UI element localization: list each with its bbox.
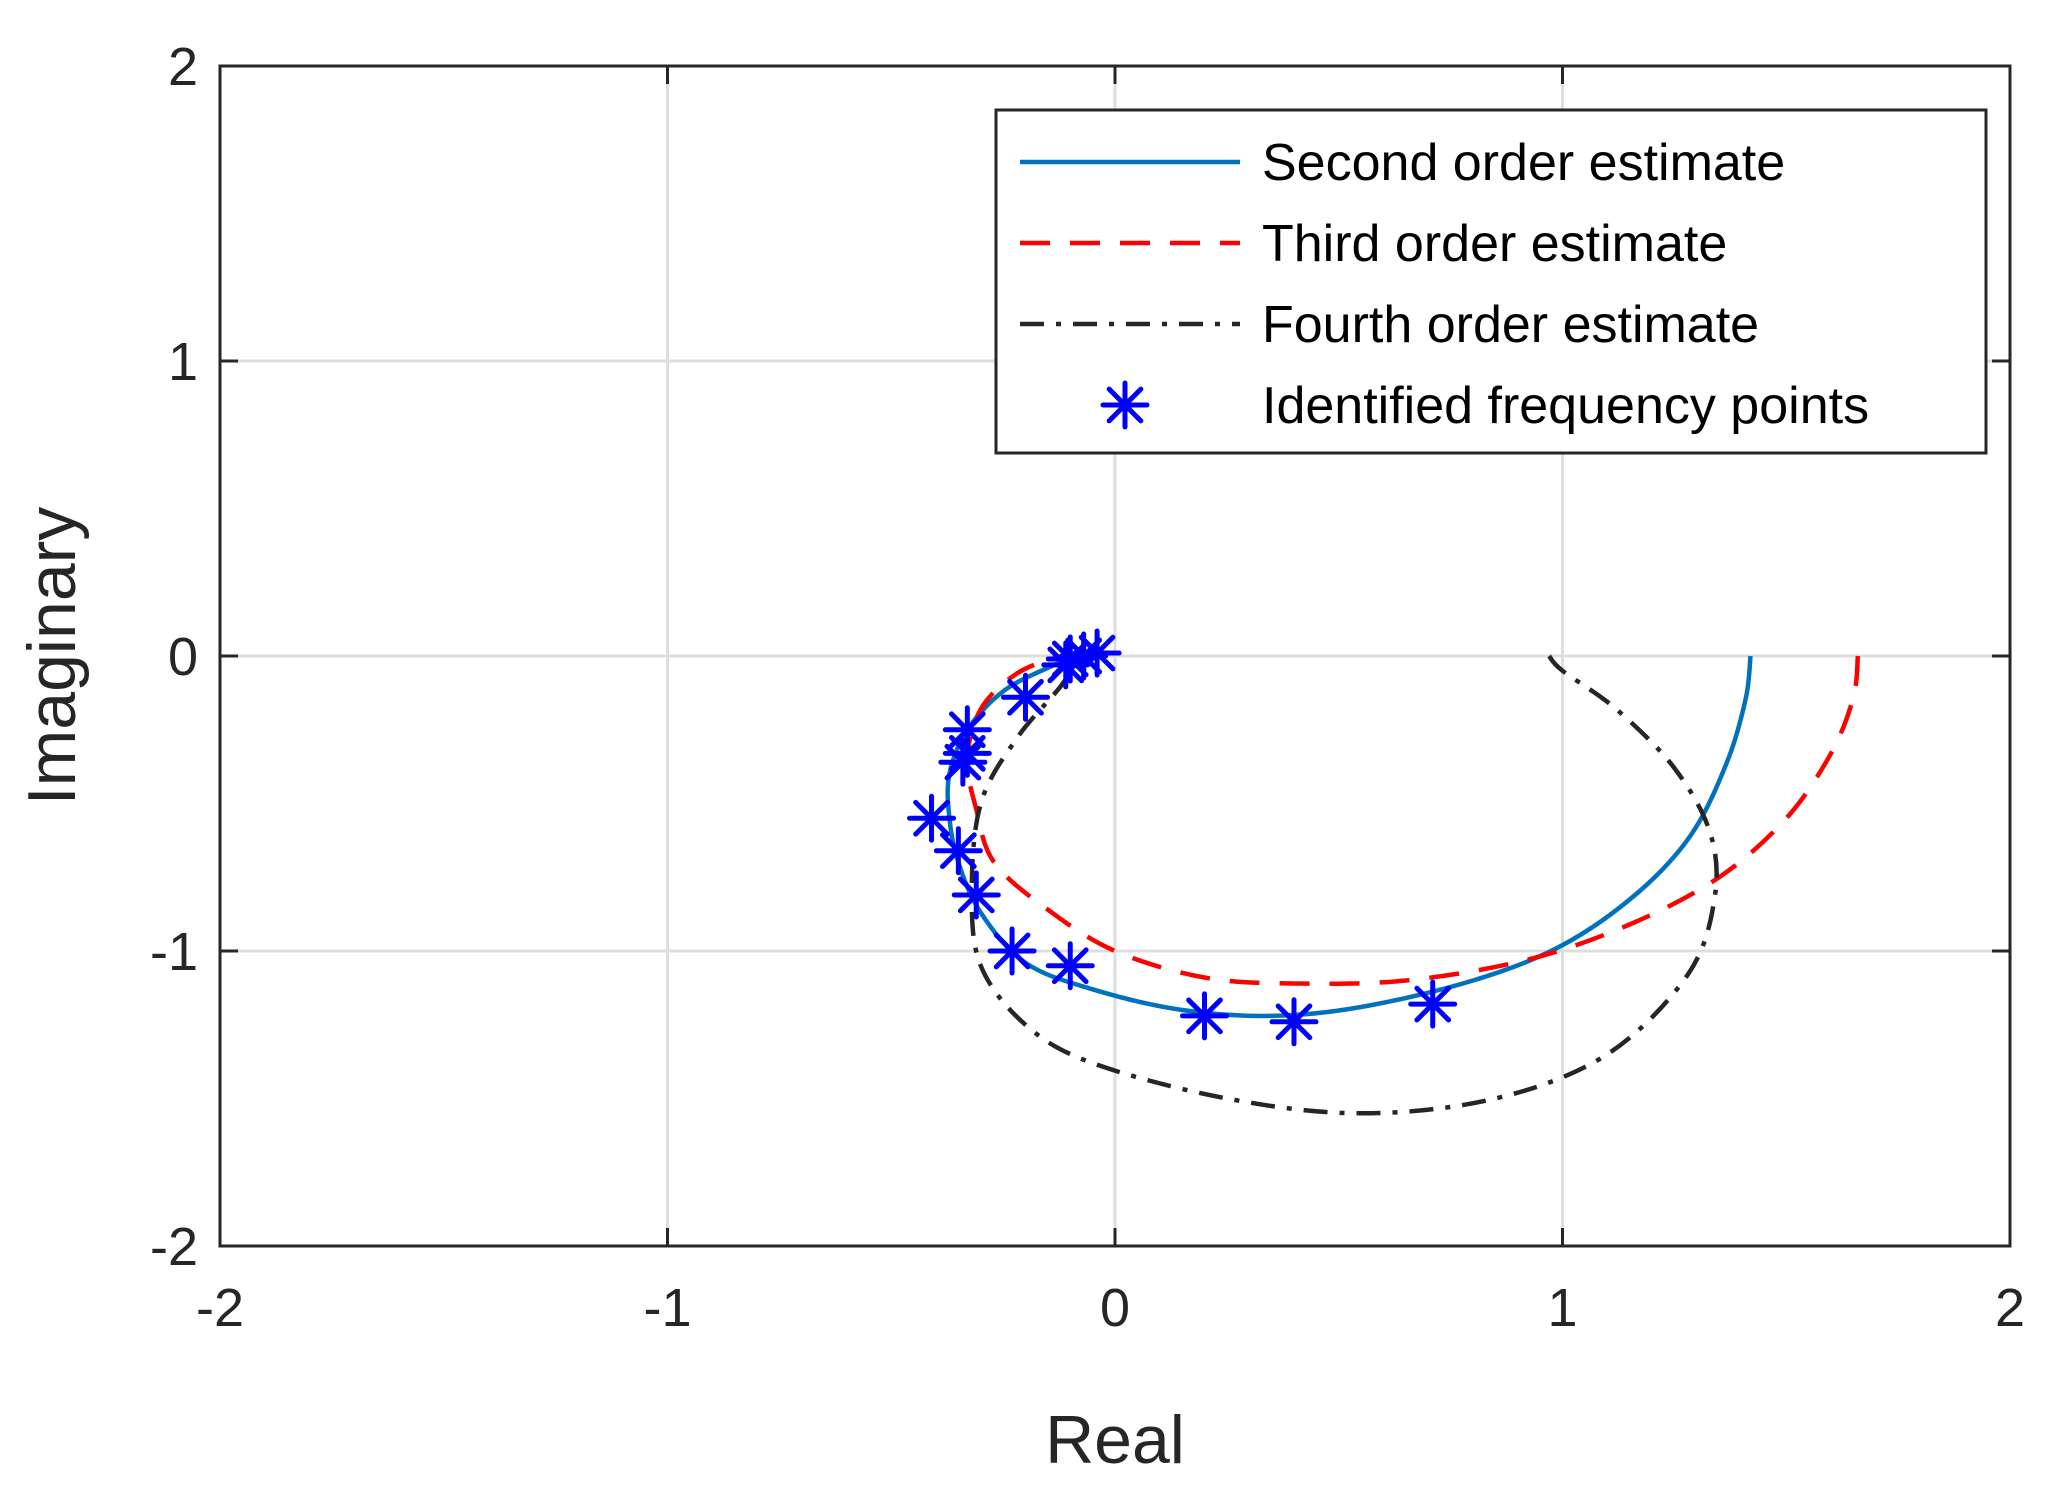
legend-marker-frequency-points: [1100, 380, 1150, 430]
fourth-order-estimate-line: [969, 654, 1719, 1116]
legend: Second order estimate Third order estimat…: [994, 108, 1988, 455]
x-tick-label: 1: [1547, 1278, 1577, 1338]
x-tick-label: 2: [1995, 1278, 2025, 1338]
frequency-point-marker: [1269, 997, 1319, 1047]
y-tick-label: -2: [150, 1217, 198, 1277]
x-axis-label: Real: [1045, 1402, 1185, 1478]
y-tick-label: 2: [168, 37, 198, 97]
frequency-point-marker: [1001, 672, 1050, 722]
y-tick-label: 0: [168, 627, 198, 687]
legend-box: [994, 108, 1988, 455]
series-layer: [907, 628, 1861, 1116]
tick-layer: -2 -1 0 1 2 -2 -1 0 1 2: [150, 37, 2025, 1338]
x-tick-label: -2: [196, 1278, 244, 1338]
frequency-point-marker: [951, 870, 1001, 920]
frequency-point-marker: [907, 793, 957, 843]
x-tick-label: 0: [1100, 1278, 1130, 1338]
frequency-point-marker: [933, 826, 983, 876]
frequency-point-marker: [1180, 991, 1229, 1041]
y-axis-label: Imaginary: [14, 507, 90, 806]
third-order-estimate-line: [965, 647, 1861, 987]
frequency-point-marker: [1041, 640, 1091, 690]
legend-label: Identified frequency points: [1262, 377, 1869, 435]
y-tick-label: -1: [150, 922, 198, 982]
x-tick-label: -1: [643, 1278, 691, 1338]
legend-label: Second order estimate: [1262, 134, 1785, 192]
frequency-point-marker: [1045, 941, 1095, 991]
legend-label: Third order estimate: [1262, 215, 1727, 273]
frequency-point-marker: [987, 926, 1037, 976]
legend-label: Fourth order estimate: [1262, 296, 1759, 354]
y-tick-label: 1: [168, 332, 198, 392]
frequency-point-marker: [938, 737, 988, 787]
frequency-point-marker: [1408, 979, 1458, 1029]
